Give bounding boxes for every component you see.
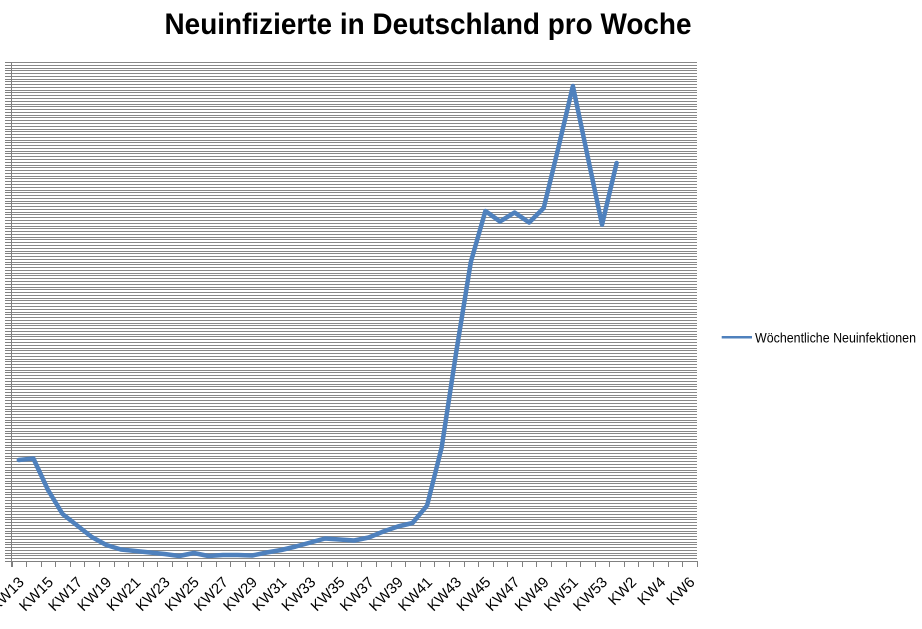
svg-text:Neuinfizierte in Deutschland p: Neuinfizierte in Deutschland pro Woche xyxy=(165,8,692,41)
svg-text:Wöchentliche Neuinfektionen: Wöchentliche Neuinfektionen xyxy=(755,330,916,346)
